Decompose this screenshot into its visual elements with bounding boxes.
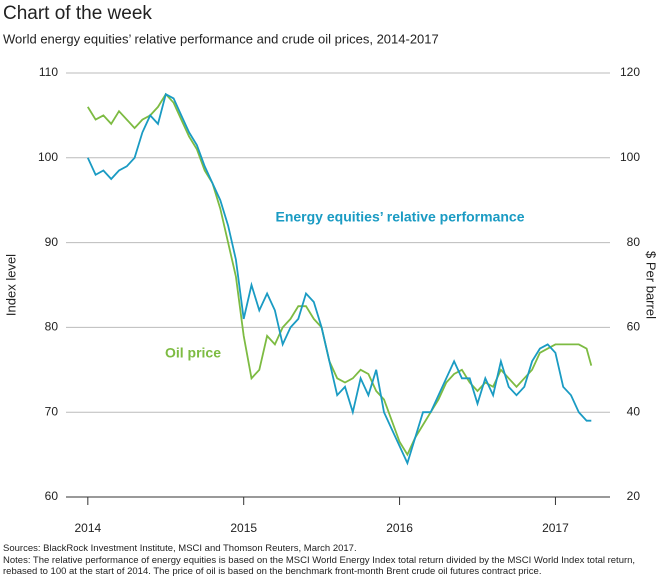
y-tick-label: 60 <box>45 489 59 503</box>
series-line <box>86 92 592 466</box>
chart-subtitle: World energy equities’ relative performa… <box>3 31 439 46</box>
y-tick-label: 90 <box>45 235 59 249</box>
series-annotation: Oil price <box>165 345 221 361</box>
x-tick-label: 2017 <box>542 521 569 535</box>
chart: Chart of the week World energy equities’… <box>3 3 659 535</box>
y-tick-label: 80 <box>45 320 59 334</box>
y-tick-label: 70 <box>45 404 59 418</box>
y2-tick-label: 80 <box>627 235 641 249</box>
y-tick-label: 110 <box>39 65 58 79</box>
y2-tick-label: 20 <box>627 489 641 503</box>
x-tick-label: 2014 <box>74 521 101 535</box>
y2-tick-label: 60 <box>627 320 641 334</box>
sources: Sources: BlackRock Investment Institute,… <box>3 543 357 554</box>
y2-tick-label: 120 <box>620 65 640 79</box>
notes: Notes: The relative performance of energ… <box>3 555 636 577</box>
x-tick-label: 2016 <box>386 521 413 535</box>
y-tick-label: 100 <box>38 150 58 164</box>
series-line <box>87 92 593 457</box>
x-tick-label: 2015 <box>230 521 257 535</box>
y2-tick-label: 40 <box>627 404 641 418</box>
y2-tick-label: 100 <box>620 150 640 164</box>
y-axis-title: Index level <box>3 254 18 316</box>
y2-axis-title: $ Per barrel <box>644 251 659 319</box>
series-annotation: Energy equities’ relative performance <box>276 209 525 225</box>
chart-title: Chart of the week <box>3 3 152 24</box>
